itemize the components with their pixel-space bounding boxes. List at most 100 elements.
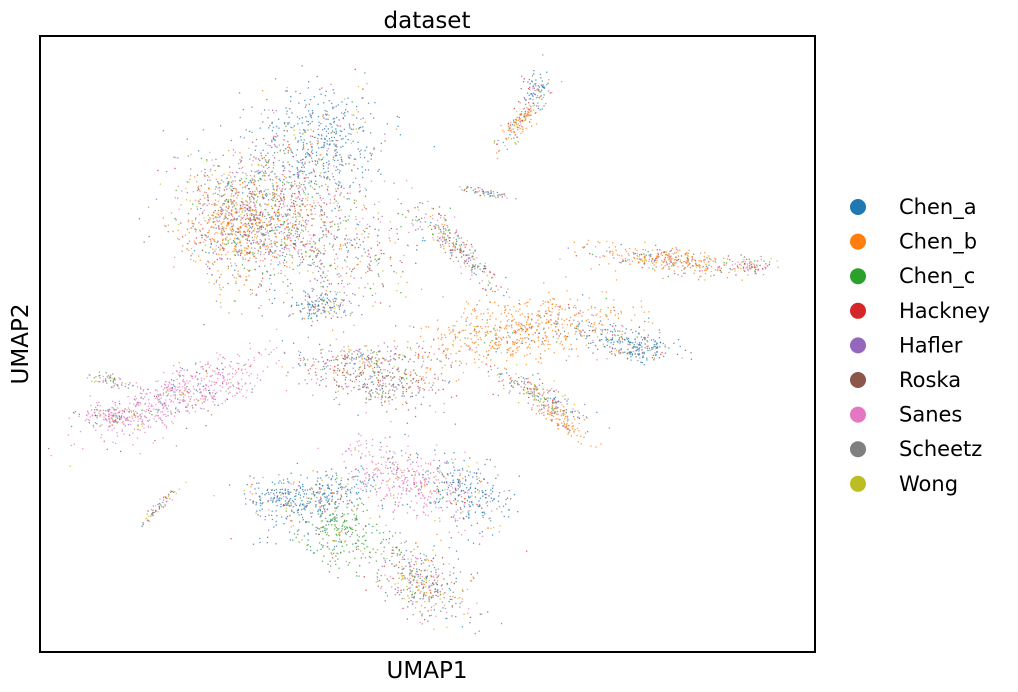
scatter-point (292, 185, 294, 187)
scatter-point (231, 183, 233, 185)
scatter-point (190, 153, 192, 155)
scatter-point (239, 179, 241, 181)
scatter-point (364, 251, 366, 253)
scatter-point (312, 301, 314, 304)
scatter-point (572, 425, 574, 427)
scatter-point (513, 107, 515, 110)
scatter-point (233, 254, 236, 256)
scatter-point (264, 193, 267, 195)
scatter-point (346, 246, 348, 248)
scatter-point (529, 83, 531, 85)
scatter-point (295, 197, 297, 199)
scatter-point (365, 189, 367, 191)
scatter-point (664, 258, 666, 260)
scatter-point (192, 191, 195, 193)
scatter-point (452, 325, 454, 327)
scatter-point (147, 425, 149, 427)
scatter-point (699, 270, 701, 272)
scatter-point (325, 177, 328, 179)
scatter-point (658, 329, 660, 331)
scatter-point (258, 222, 260, 224)
scatter-point (566, 417, 569, 419)
scatter-point (202, 211, 204, 213)
scatter-point (157, 399, 159, 401)
scatter-point (333, 117, 336, 120)
scatter-point (107, 429, 109, 431)
scatter-point (353, 238, 355, 240)
scatter-point (224, 243, 226, 245)
scatter-point (636, 249, 638, 251)
scatter-point (184, 387, 186, 389)
scatter-point (339, 154, 341, 156)
scatter-point (275, 213, 277, 215)
scatter-point (397, 125, 399, 127)
scatter-point (210, 226, 212, 229)
scatter-point (290, 185, 293, 187)
scatter-point (609, 250, 611, 253)
scatter-point (548, 79, 550, 81)
scatter-point (347, 111, 349, 113)
scatter-point (307, 242, 309, 245)
scatter-point (224, 400, 226, 402)
scatter-point (733, 267, 735, 270)
scatter-point (305, 177, 307, 179)
scatter-point (524, 337, 526, 339)
scatter-point (167, 386, 169, 388)
scatter-point (433, 338, 435, 340)
scatter-point (477, 325, 479, 327)
scatter-point (201, 234, 203, 236)
scatter-point (311, 171, 313, 174)
scatter-point (538, 392, 540, 394)
scatter-point (543, 315, 545, 317)
scatter-point (261, 214, 264, 216)
scatter-point (529, 353, 531, 355)
scatter-point (547, 390, 550, 392)
scatter-point (634, 248, 636, 250)
scatter-point (297, 251, 299, 253)
scatter-point (350, 302, 352, 304)
scatter-point (478, 330, 481, 333)
scatter-point (401, 261, 403, 264)
scatter-point (507, 123, 509, 125)
scatter-point (135, 403, 138, 405)
scatter-point (235, 282, 237, 284)
scatter-point (282, 224, 284, 226)
scatter-point (206, 236, 208, 238)
scatter-point (648, 317, 650, 319)
scatter-point (632, 306, 634, 308)
scatter-point (342, 304, 344, 306)
scatter-point (469, 333, 471, 335)
scatter-point (551, 414, 553, 416)
scatter-point (283, 215, 285, 217)
scatter-point (198, 202, 200, 205)
scatter-point (310, 128, 312, 131)
scatter-point (273, 242, 275, 244)
scatter-point (513, 306, 515, 308)
scatter-point (258, 243, 260, 245)
scatter-point (235, 265, 237, 267)
scatter-point (336, 257, 339, 259)
scatter-point (641, 362, 643, 364)
scatter-point (252, 242, 255, 244)
scatter-point (174, 412, 176, 414)
scatter-point (73, 443, 75, 445)
scatter-point (573, 416, 575, 418)
scatter-point (253, 219, 255, 221)
scatter-point (329, 306, 331, 308)
scatter-point (349, 185, 351, 187)
scatter-point (320, 209, 322, 211)
scatter-point (260, 285, 262, 287)
scatter-point (622, 260, 625, 262)
scatter-point (402, 271, 404, 273)
scatter-point (528, 111, 530, 114)
scatter-point (146, 420, 149, 422)
scatter-point (527, 313, 529, 315)
scatter-point (274, 203, 276, 206)
scatter-point (140, 418, 142, 420)
scatter-point (237, 383, 239, 385)
scatter-point (302, 144, 305, 146)
scatter-point (698, 265, 700, 267)
scatter-point (557, 400, 559, 403)
scatter-point (555, 403, 557, 405)
scatter-point (301, 200, 303, 202)
